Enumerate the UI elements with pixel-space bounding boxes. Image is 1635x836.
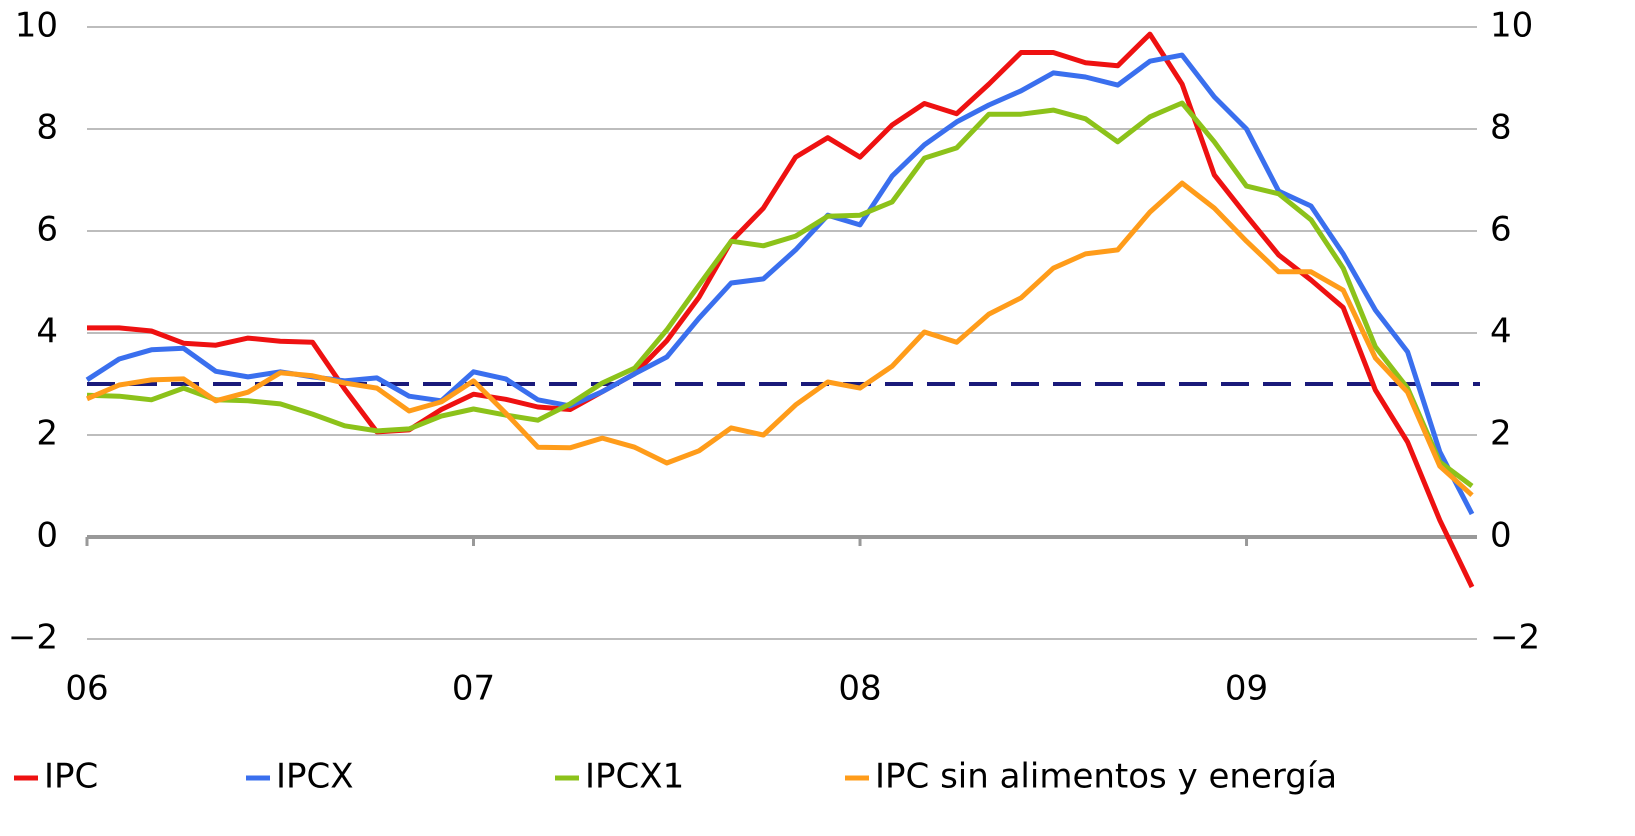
y2-tick-label: 0: [1490, 516, 1512, 556]
y2-tick-label: −2: [1490, 618, 1540, 658]
legend-label: IPC sin alimentos y energía: [875, 757, 1337, 797]
y-tick-label: 10: [15, 6, 58, 46]
legend-label: IPCX1: [585, 757, 684, 797]
legend-label: IPCX: [276, 757, 354, 797]
x-tick-label: 07: [452, 669, 495, 709]
line-series: [87, 31, 1475, 589]
line-series: [86, 180, 1474, 498]
y-tick-label: 0: [36, 516, 58, 556]
y-tick-label: 6: [36, 210, 58, 250]
y-tick-label: 2: [36, 414, 58, 454]
y-tick-label: 8: [36, 108, 58, 148]
y-tick-label: 4: [36, 312, 58, 352]
x-tick-label: 06: [65, 669, 108, 709]
y2-tick-label: 10: [1490, 6, 1533, 46]
y-tick-label: −2: [8, 618, 58, 658]
line-series: [86, 100, 1474, 489]
y2-tick-label: 8: [1490, 108, 1512, 148]
x-tick-label: 08: [838, 669, 881, 709]
y2-tick-label: 2: [1490, 414, 1512, 454]
y2-tick-label: 6: [1490, 210, 1512, 250]
legend-label: IPC: [44, 757, 98, 797]
line-series: [85, 52, 1475, 516]
y2-tick-label: 4: [1490, 312, 1512, 352]
x-tick-label: 09: [1225, 669, 1268, 709]
